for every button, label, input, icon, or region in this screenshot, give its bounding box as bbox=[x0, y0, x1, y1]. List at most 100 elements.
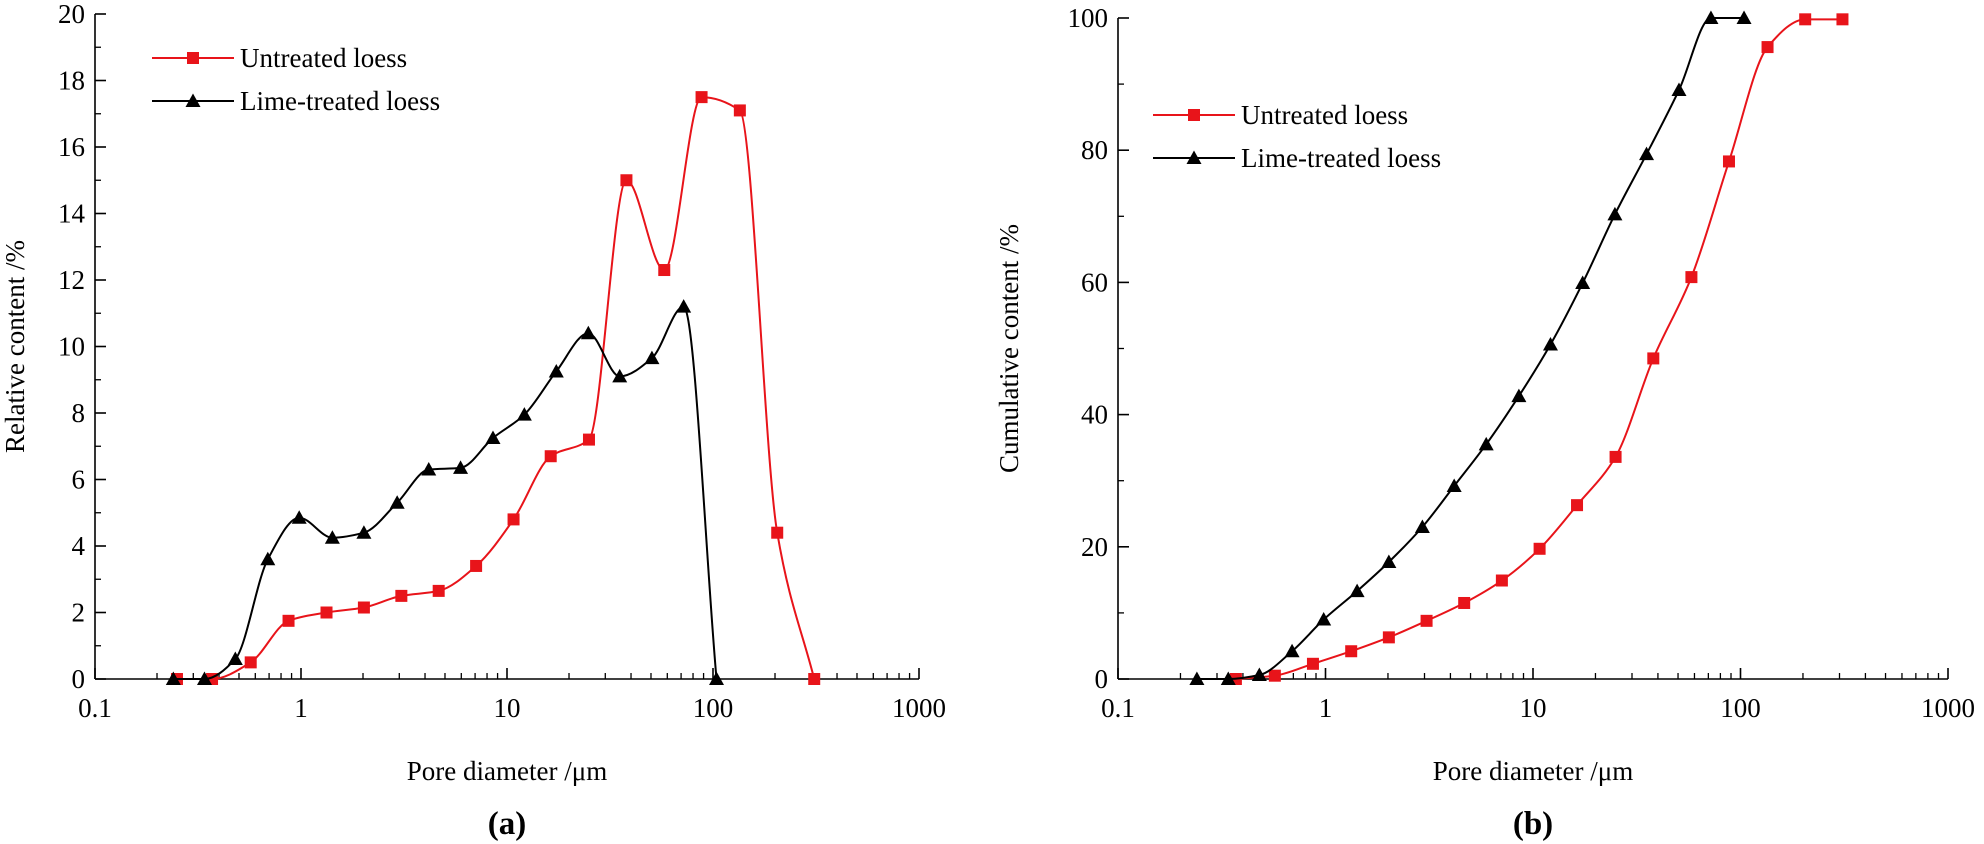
data-point-untreated bbox=[1571, 499, 1584, 512]
series-line-lime bbox=[173, 305, 718, 680]
data-point-untreated bbox=[282, 614, 295, 627]
y-tick-label: 0 bbox=[72, 664, 86, 694]
x-axis-title: Pore diameter /μm bbox=[1433, 756, 1633, 786]
data-point-untreated bbox=[1685, 271, 1698, 284]
data-point-lime bbox=[485, 430, 501, 444]
legend-label: Untreated loess bbox=[240, 43, 407, 73]
y-tick-label: 6 bbox=[72, 465, 86, 495]
data-point-untreated bbox=[620, 174, 633, 187]
data-point-untreated bbox=[658, 264, 671, 277]
data-point-untreated bbox=[1345, 645, 1358, 658]
x-tick-label: 1000 bbox=[892, 693, 946, 723]
data-point-untreated bbox=[1799, 13, 1812, 26]
x-tick-label: 10 bbox=[494, 693, 521, 723]
data-point-untreated bbox=[1495, 574, 1508, 587]
data-point-lime bbox=[165, 671, 181, 685]
data-point-untreated bbox=[1722, 155, 1735, 168]
data-point-lime bbox=[1446, 478, 1462, 492]
x-axis-title: Pore diameter /μm bbox=[407, 756, 607, 786]
x-tick-label: 1000 bbox=[1921, 693, 1975, 723]
data-point-untreated bbox=[771, 526, 784, 539]
legend-label: Untreated loess bbox=[1241, 100, 1408, 130]
data-point-untreated bbox=[244, 656, 257, 669]
data-point-lime bbox=[1478, 436, 1494, 451]
data-point-untreated bbox=[582, 433, 595, 446]
data-point-lime bbox=[1639, 146, 1655, 161]
data-point-untreated bbox=[695, 91, 708, 104]
panel-label: (b) bbox=[1513, 806, 1553, 842]
data-point-untreated bbox=[1609, 450, 1622, 463]
data-point-lime bbox=[612, 368, 628, 383]
series-line-untreated bbox=[176, 96, 816, 680]
data-point-lime bbox=[1736, 10, 1752, 24]
data-point-untreated bbox=[1382, 631, 1395, 644]
data-point-lime bbox=[1284, 643, 1300, 658]
y-tick-label: 18 bbox=[58, 66, 85, 96]
data-point-untreated bbox=[1268, 669, 1281, 682]
data-point-lime bbox=[580, 325, 596, 340]
data-point-untreated bbox=[1647, 352, 1660, 365]
y-tick-label: 20 bbox=[1081, 532, 1108, 562]
x-tick-label: 0.1 bbox=[78, 693, 112, 723]
x-tick-label: 100 bbox=[693, 693, 734, 723]
series-lime bbox=[165, 299, 725, 685]
data-point-lime bbox=[1671, 82, 1687, 97]
y-tick-label: 2 bbox=[72, 598, 86, 628]
x-tick-label: 0.1 bbox=[1101, 693, 1135, 723]
data-point-lime bbox=[676, 299, 692, 313]
data-point-lime bbox=[227, 651, 243, 666]
legend: Untreated loess Lime-treated loess bbox=[152, 43, 440, 116]
data-point-untreated bbox=[733, 104, 746, 117]
data-point-lime bbox=[1251, 667, 1267, 682]
x-tick-label: 1 bbox=[1319, 693, 1333, 723]
y-tick-label: 0 bbox=[1095, 664, 1109, 694]
panel-label: (a) bbox=[488, 806, 526, 842]
x-tick-label: 10 bbox=[1520, 693, 1547, 723]
data-point-untreated bbox=[1458, 596, 1471, 609]
data-point-lime bbox=[291, 510, 307, 524]
data-point-lime bbox=[1607, 206, 1623, 221]
y-tick-label: 8 bbox=[72, 398, 86, 428]
y-tick-label: 12 bbox=[58, 265, 85, 295]
data-point-untreated bbox=[1761, 41, 1774, 54]
data-point-untreated bbox=[1306, 657, 1319, 670]
data-point-lime bbox=[1220, 671, 1236, 685]
data-point-lime bbox=[453, 460, 469, 474]
data-point-untreated bbox=[1533, 542, 1546, 555]
data-point-lime bbox=[196, 671, 212, 685]
legend: Untreated loess Lime-treated loess bbox=[1153, 100, 1441, 173]
y-tick-label: 100 bbox=[1068, 3, 1109, 33]
data-point-untreated bbox=[808, 673, 821, 685]
y-tick-label: 10 bbox=[58, 332, 85, 362]
panel-a: 0.1 1 10 100 1000 0 2 4 6 8 10 12 14 16 18 20 Pore diame… bbox=[0, 0, 946, 842]
data-point-lime bbox=[324, 530, 340, 544]
legend-marker bbox=[1186, 150, 1202, 164]
data-point-lime bbox=[1542, 337, 1558, 351]
panel-b: 0.1 1 10 100 1000 0 20 40 60 80 100 Pore diameter /… bbox=[994, 3, 1975, 842]
data-point-lime bbox=[516, 407, 532, 421]
data-point-lime bbox=[1189, 671, 1205, 685]
y-tick-label: 16 bbox=[58, 132, 85, 162]
legend-label: Lime-treated loess bbox=[240, 86, 440, 116]
series-untreated bbox=[170, 91, 821, 685]
y-tick-label: 20 bbox=[58, 0, 85, 29]
legend-marker bbox=[1188, 109, 1200, 121]
y-axis-title: Cumulative content /% bbox=[994, 224, 1024, 473]
data-point-lime bbox=[260, 551, 276, 566]
data-point-lime bbox=[548, 363, 564, 378]
data-point-lime bbox=[389, 495, 405, 509]
data-point-untreated bbox=[1420, 614, 1433, 627]
legend-marker bbox=[185, 93, 201, 107]
data-point-untreated bbox=[432, 584, 445, 597]
data-point-untreated bbox=[507, 513, 520, 526]
y-tick-label: 80 bbox=[1081, 135, 1108, 165]
legend-label: Lime-treated loess bbox=[1241, 143, 1441, 173]
data-point-untreated bbox=[395, 589, 408, 602]
data-point-untreated bbox=[320, 606, 333, 619]
x-tick-label: 100 bbox=[1720, 693, 1761, 723]
x-tick-label: 1 bbox=[294, 693, 308, 723]
data-point-lime bbox=[1316, 612, 1332, 626]
data-point-lime bbox=[1349, 583, 1365, 598]
data-point-untreated bbox=[1836, 13, 1849, 26]
